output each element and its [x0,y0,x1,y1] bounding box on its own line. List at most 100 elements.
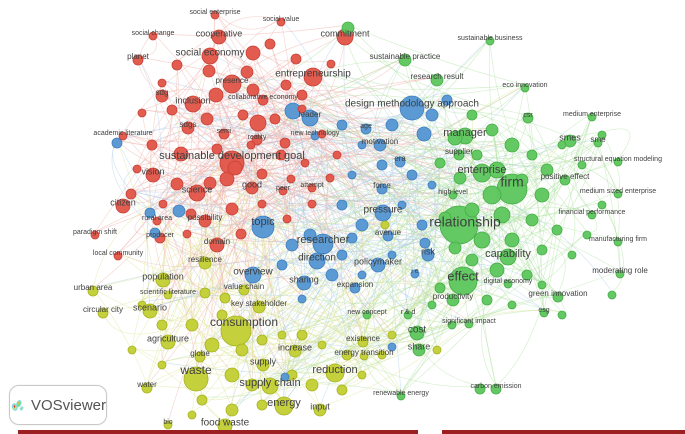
node-circle[interactable] [446,293,460,307]
node-label[interactable]: circular city [83,305,123,314]
node-circle[interactable] [145,167,161,183]
node-circle-unlabeled[interactable] [385,118,399,132]
node-circle-unlabeled[interactable] [297,294,307,304]
node-circle-unlabeled[interactable] [557,140,567,150]
node-label[interactable]: input [310,401,330,411]
node-circle-unlabeled[interactable] [434,282,446,294]
node-circle[interactable] [539,308,549,318]
node-label[interactable]: domain [204,237,230,246]
node-label[interactable]: productivity [433,292,473,301]
node-circle-unlabeled[interactable] [277,330,287,340]
node-circle[interactable] [288,344,302,358]
node-circle-unlabeled[interactable] [111,137,123,149]
node-circle-unlabeled[interactable] [279,137,291,149]
node-circle-unlabeled[interactable] [296,329,308,341]
node-circle[interactable] [142,303,158,319]
node-circle-unlabeled[interactable] [296,89,308,101]
node-circle[interactable] [382,230,394,242]
node-label[interactable]: medium sized enterprise [580,188,656,195]
node-circle[interactable] [238,284,250,296]
node-circle-unlabeled[interactable] [211,143,223,155]
node-label[interactable]: energy transition [334,348,393,357]
node-label[interactable]: risk [421,246,435,256]
node-circle-unlabeled[interactable] [427,300,437,310]
node-label[interactable]: attempt [300,182,323,189]
node-circle[interactable] [252,300,266,314]
node-circle[interactable] [210,10,220,20]
node-circle-unlabeled[interactable] [427,180,437,190]
node-label[interactable]: effect [447,268,479,283]
node-circle[interactable] [183,366,209,392]
node-label[interactable]: manufacturing firm [589,236,647,243]
node-circle[interactable] [410,269,420,279]
node-label[interactable]: bio [163,419,172,426]
node-label[interactable]: science [182,184,213,194]
node-label[interactable]: digital economy [484,278,533,285]
node-circle-unlabeled[interactable] [144,207,156,219]
node-circle-unlabeled[interactable] [245,378,259,392]
node-circle[interactable] [396,391,406,401]
node-circle-unlabeled[interactable] [515,173,529,187]
node-circle[interactable] [278,186,288,196]
node-circle[interactable] [261,377,279,395]
node-label[interactable]: rural area [142,215,172,222]
node-circle-unlabeled[interactable] [336,119,348,131]
node-label[interactable]: positive effect [541,172,591,181]
node-label[interactable]: key stakeholder [231,299,287,308]
node-circle-unlabeled[interactable] [597,200,607,210]
node-circle-unlabeled[interactable] [466,109,478,121]
node-circle-unlabeled[interactable] [377,350,387,360]
node-circle-unlabeled[interactable] [347,170,357,180]
node-label[interactable]: citizen [110,197,136,207]
node-label[interactable]: r & d [401,309,416,316]
node-circle[interactable] [296,275,312,291]
node-circle[interactable] [148,31,158,41]
node-label[interactable]: commitment [320,28,370,38]
node-label[interactable]: entrepreneurship [275,69,351,80]
node-circle[interactable] [593,138,603,148]
node-label[interactable]: smes [559,132,581,142]
node-label[interactable]: inclusion [175,95,210,105]
node-label[interactable]: era [394,154,406,163]
node-circle[interactable] [559,174,571,186]
node-circle[interactable] [412,343,426,357]
node-label[interactable]: food waste [201,418,250,429]
node-circle-unlabeled[interactable] [282,214,292,224]
node-circle-unlabeled[interactable] [286,174,296,184]
node-circle-unlabeled[interactable] [607,290,617,300]
node-label[interactable]: renewable energy [373,390,429,397]
node-label[interactable]: researcher [297,234,350,246]
node-circle-unlabeled[interactable] [485,123,499,137]
node-circle-unlabeled[interactable] [187,410,197,420]
node-label[interactable]: population [142,271,184,281]
node-circle-unlabeled[interactable] [235,228,247,240]
node-circle-unlabeled[interactable] [245,45,261,61]
node-circle[interactable] [308,252,326,270]
node-label[interactable]: share [408,341,431,351]
node-circle-unlabeled[interactable] [235,343,249,357]
node-circle-unlabeled[interactable] [355,218,369,232]
node-circle[interactable] [244,266,262,284]
node-circle-unlabeled[interactable] [216,309,228,321]
node-label[interactable]: agriculture [147,333,189,343]
node-circle[interactable] [181,121,195,135]
node-label[interactable]: relationship [429,214,501,230]
node-circle[interactable] [374,204,392,222]
node-label[interactable]: energy [267,397,301,409]
node-label[interactable]: policymaker [354,256,402,266]
node-circle[interactable] [276,17,286,27]
node-label[interactable]: waste [179,363,212,377]
node-label[interactable]: sdgs [180,120,197,129]
node-label[interactable]: consumption [210,315,278,329]
node-circle[interactable] [251,215,275,239]
node-label[interactable]: peer [276,185,291,192]
node-label[interactable]: avenue [375,228,402,237]
node-circle[interactable] [188,184,206,202]
node-circle-unlabeled[interactable] [482,185,502,205]
node-circle-unlabeled[interactable] [317,340,327,350]
node-circle[interactable] [313,403,327,417]
node-circle-unlabeled[interactable] [447,320,457,330]
node-circle-unlabeled[interactable] [336,384,348,396]
node-circle[interactable] [563,134,577,148]
